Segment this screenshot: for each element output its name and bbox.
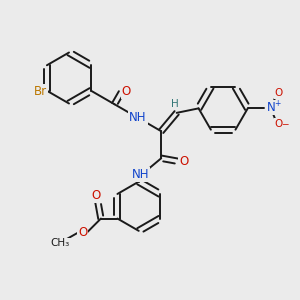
Text: O: O [122, 85, 131, 98]
Text: Br: Br [34, 85, 47, 98]
Text: +: + [274, 99, 280, 108]
Text: CH₃: CH₃ [51, 238, 70, 248]
Text: O: O [179, 155, 188, 168]
Text: O: O [92, 189, 101, 202]
Text: O: O [78, 226, 88, 239]
Text: O: O [274, 119, 283, 129]
Text: NH: NH [129, 111, 147, 124]
Text: H: H [171, 100, 179, 110]
Text: O: O [274, 88, 283, 98]
Text: NH: NH [131, 168, 149, 181]
Text: −: − [281, 119, 289, 128]
Text: N: N [266, 101, 275, 114]
